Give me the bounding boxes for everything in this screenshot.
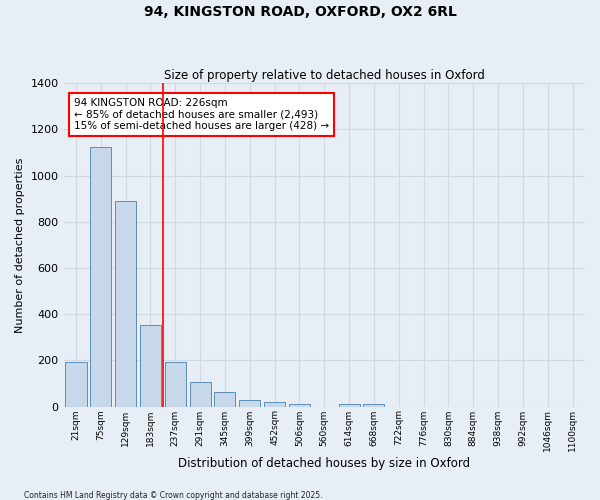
Bar: [115, 201, 136, 406]
Bar: [239, 400, 260, 406]
Bar: [190, 382, 211, 406]
Bar: [364, 404, 385, 406]
X-axis label: Distribution of detached houses by size in Oxford: Distribution of detached houses by size …: [178, 457, 470, 470]
Bar: [65, 362, 86, 406]
Y-axis label: Number of detached properties: Number of detached properties: [15, 157, 25, 332]
Bar: [214, 392, 235, 406]
Title: Size of property relative to detached houses in Oxford: Size of property relative to detached ho…: [164, 69, 485, 82]
Text: 94 KINGSTON ROAD: 226sqm
← 85% of detached houses are smaller (2,493)
15% of sem: 94 KINGSTON ROAD: 226sqm ← 85% of detach…: [74, 98, 329, 131]
Text: Contains HM Land Registry data © Crown copyright and database right 2025.: Contains HM Land Registry data © Crown c…: [24, 490, 323, 500]
Bar: [165, 362, 186, 406]
Text: 94, KINGSTON ROAD, OXFORD, OX2 6RL: 94, KINGSTON ROAD, OXFORD, OX2 6RL: [143, 5, 457, 19]
Bar: [90, 146, 112, 406]
Bar: [140, 324, 161, 406]
Bar: [338, 404, 359, 406]
Bar: [264, 402, 285, 406]
Bar: [289, 404, 310, 406]
